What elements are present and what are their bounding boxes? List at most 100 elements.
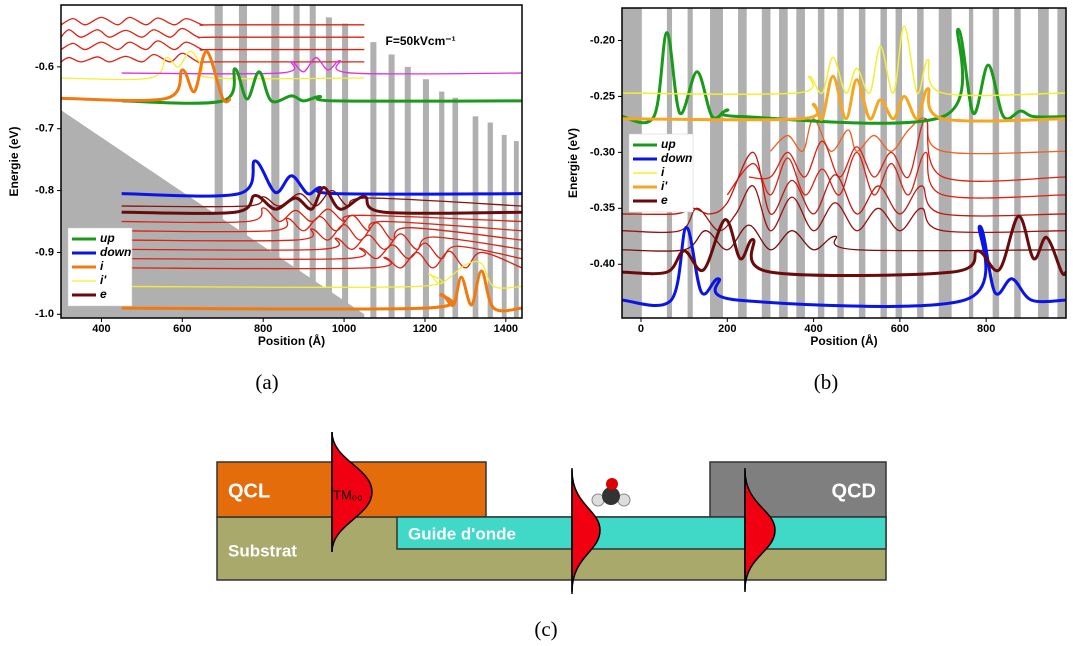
barrier [817,8,825,318]
legend-label: i' [661,179,668,193]
barrier [388,54,395,318]
barrier [938,8,952,318]
y-tick-label: -0.20 [590,34,615,46]
waveguide-block [396,516,887,550]
barrier [422,79,429,318]
y-axis-label: Energie (eV) [566,128,580,198]
barrier [325,17,332,318]
plot-area [61,5,522,318]
barrier [761,8,771,318]
barrier [309,5,316,318]
x-tick-label: 1200 [413,323,437,335]
wavefunction [121,207,522,224]
barrier [513,141,519,318]
barrier [342,23,349,318]
y-tick-label: -0.9 [35,246,54,258]
legend-label: e [100,287,107,301]
wavefunction [121,214,522,233]
legend-label: i [661,165,665,179]
x-tick-label: 200 [718,323,736,335]
annotation: F=50kVcm⁻¹ [386,34,456,48]
wavefunction [121,269,522,313]
x-tick-label: 800 [254,323,272,335]
wavefunction [61,40,365,51]
wavefunction [726,151,1066,199]
wavefunction [622,25,1066,97]
legend-label: up [100,231,115,245]
wavefunction [622,185,1066,234]
y-axis-label: Energie (eV) [7,126,21,196]
x-tick-label: 400 [92,323,110,335]
wavefunction [61,49,232,104]
y-tick-label: -0.40 [590,258,615,270]
x-tick-label: 400 [804,323,822,335]
barrier [738,8,747,318]
qcd-block [709,461,887,518]
barrier [796,8,805,318]
wavefunction [121,67,522,105]
wavefunction [61,27,365,39]
barrier [214,5,223,318]
x-axis-label: Position (Å) [258,333,325,348]
barrier [293,5,300,318]
barrier [992,8,1000,318]
legend-label: down [661,151,692,165]
caption: (a) [255,370,278,394]
y-tick-label: -0.7 [35,123,54,135]
x-tick-label: 600 [173,323,191,335]
molecule-icon [591,478,631,507]
legend-label: down [100,245,131,259]
y-tick-label: -0.6 [35,61,54,73]
x-tick-label: 1400 [494,323,518,335]
waveguide-label: Guide d'onde [408,524,516,543]
legend-label: e [661,193,668,207]
mode-profile [331,431,373,553]
x-tick-label: 0 [638,323,644,335]
mode-profile [744,469,776,591]
wavefunction [61,50,365,81]
wavefunction [121,222,522,242]
barrier [968,8,974,318]
barrier [1037,8,1049,318]
mode-label: TM₀₀ [333,487,363,502]
substrate-label: Substrat [228,541,297,560]
barrier [1057,8,1066,318]
panel: -1.0 -0.9 -0.8 -0.7 -0.6 400 600 800 1000 1200 140… [7,4,523,394]
barrier [238,5,248,318]
x-tick-label: 800 [977,323,995,335]
barrier [439,91,445,318]
mode-profile [571,469,601,593]
x-axis-label: Position (Å) [810,333,877,348]
y-tick-label: -0.35 [590,202,615,214]
wavefunction [121,56,522,75]
y-tick-label: -0.8 [35,184,54,196]
wavefunction [61,16,365,26]
barrier [501,134,507,318]
wavefunction [622,224,1066,252]
plot-frame [621,7,1067,319]
legend-label: i' [100,273,107,287]
wavefunction [748,118,1066,182]
barrier [271,5,280,318]
y-tick-label: -0.30 [590,146,615,158]
wavefunction [121,250,522,270]
barrier [1014,8,1021,318]
wavefunction [121,185,522,215]
x-tick-label: 1000 [332,323,356,335]
wavefunction [622,224,1066,308]
legend-label: up [661,137,676,151]
wavefunction [121,260,522,289]
x-tick-label: 600 [891,323,909,335]
wavefunction [622,74,1066,123]
plot-frame [60,4,523,319]
wavefunction [622,27,1066,125]
y-tick-label: -1.0 [35,308,54,320]
barrier [472,116,479,318]
wavefunction [622,214,1066,278]
panel: -0.40 -0.35 -0.30 -0.25 -0.20 0 200 400 600 800 Po… [566,7,1067,394]
caption: (c) [534,617,557,641]
wavefunction [121,233,522,251]
